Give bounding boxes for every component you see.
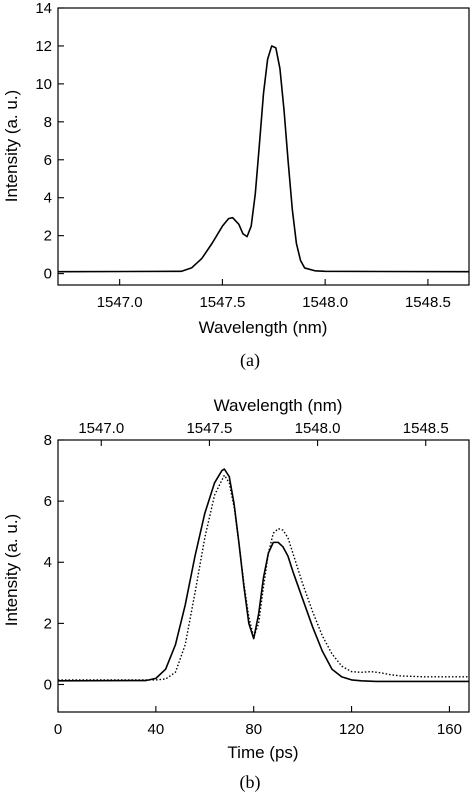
panel-b-x-axis-title: Time (ps) <box>227 743 298 762</box>
panel-b-y-tick-label: 0 <box>44 676 52 693</box>
panel-a-y-tick-label: 2 <box>44 228 52 245</box>
panel-b-x2-axis-title: Wavelength (nm) <box>214 396 343 415</box>
panel-a-x-tick-label: 1548.0 <box>302 294 348 311</box>
panel-b-x2-tick-label: 1548.0 <box>295 420 341 437</box>
panel-b-y-axis-title: Intensity (a. u.) <box>2 514 21 626</box>
panel-b-x2-tick-label: 1548.5 <box>403 420 449 437</box>
panel-b-series-dotted-line <box>58 474 469 681</box>
panel-b-y-tick-label: 6 <box>44 493 52 510</box>
panel-a-series-solid-line <box>57 45 470 273</box>
panel-a-x-tick-label: 1547.5 <box>199 294 245 311</box>
panel-a-y-tick-label: 4 <box>44 190 52 207</box>
panel-a: 1547.0 1547.5 1548.0 1548.5 0 2 4 6 8 10 12 14 Wav… <box>2 0 470 371</box>
panel-b-y-tick-label: 2 <box>44 615 52 632</box>
panel-b-y-tick-label: 4 <box>44 554 52 571</box>
panel-a-x-ticks: 1547.0 1547.5 1548.0 1548.5 <box>97 279 451 311</box>
panel-b-y-ticks: 0 2 4 6 8 <box>44 432 64 693</box>
panel-a-x-axis-title: Wavelength (nm) <box>199 318 328 337</box>
panel-a-y-tick-label: 0 <box>44 266 52 283</box>
panel-b: 0 40 80 120 160 1547.0 1547.5 1548.0 1548.5 0 2 4… <box>2 396 470 793</box>
panel-a-y-tick-label: 12 <box>35 38 52 55</box>
panel-b-x2-tick-label: 1547.5 <box>186 420 232 437</box>
panel-b-frame <box>57 439 470 713</box>
panel-a-y-ticks: 0 2 4 6 8 10 12 14 <box>35 0 64 283</box>
panel-a-y-tick-label: 6 <box>44 152 52 169</box>
panel-a-y-tick-label: 10 <box>35 76 52 93</box>
panel-a-label: (a) <box>240 350 260 371</box>
panel-b-x-tick-label: 0 <box>54 721 62 738</box>
panel-b-x-tick-label: 160 <box>437 721 462 738</box>
panel-b-x-tick-label: 40 <box>148 721 165 738</box>
panel-a-x-tick-label: 1548.5 <box>405 294 451 311</box>
panel-b-y-tick-label: 8 <box>44 432 52 449</box>
panel-b-x-tick-label: 80 <box>245 721 262 738</box>
panel-b-x2-ticks: 1547.0 1547.5 1548.0 1548.5 <box>78 420 449 446</box>
panel-a-y-tick-label: 8 <box>44 114 52 131</box>
panel-b-x-tick-label: 120 <box>339 721 364 738</box>
panel-a-y-axis-title: Intensity (a. u.) <box>2 90 21 202</box>
panel-b-x2-tick-label: 1547.0 <box>78 420 124 437</box>
panel-a-y-tick-label: 14 <box>35 0 52 17</box>
panel-a-x-tick-label: 1547.0 <box>97 294 143 311</box>
panel-b-series-solid-line <box>57 468 469 683</box>
panel-b-label: (b) <box>240 772 261 793</box>
panel-b-x-ticks: 0 40 80 120 160 <box>54 706 462 738</box>
panel-a-frame <box>57 7 470 286</box>
